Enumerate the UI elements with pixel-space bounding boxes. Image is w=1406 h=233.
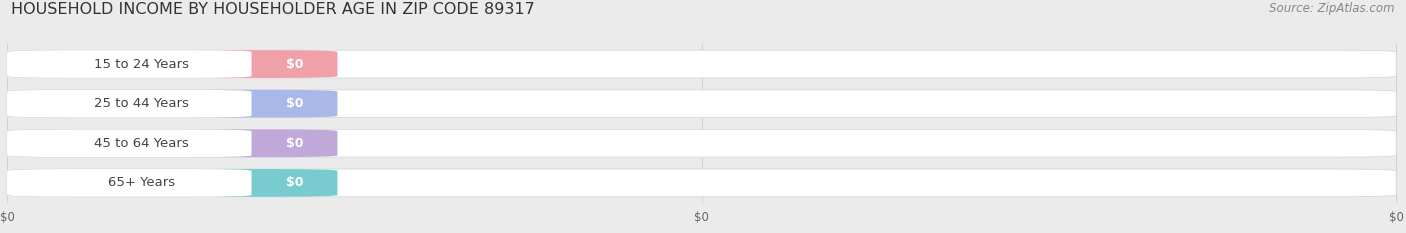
FancyBboxPatch shape (7, 169, 337, 197)
FancyBboxPatch shape (7, 90, 252, 117)
FancyBboxPatch shape (7, 129, 337, 157)
FancyBboxPatch shape (7, 90, 337, 117)
Text: $0: $0 (285, 137, 304, 150)
Text: $0: $0 (695, 211, 709, 224)
Text: 65+ Years: 65+ Years (108, 176, 176, 189)
Text: $0: $0 (0, 211, 14, 224)
Text: $0: $0 (285, 58, 304, 71)
FancyBboxPatch shape (7, 169, 252, 197)
FancyBboxPatch shape (7, 50, 337, 78)
Text: HOUSEHOLD INCOME BY HOUSEHOLDER AGE IN ZIP CODE 89317: HOUSEHOLD INCOME BY HOUSEHOLDER AGE IN Z… (11, 2, 536, 17)
Text: 15 to 24 Years: 15 to 24 Years (94, 58, 188, 71)
Text: 25 to 44 Years: 25 to 44 Years (94, 97, 188, 110)
FancyBboxPatch shape (7, 129, 252, 157)
FancyBboxPatch shape (7, 50, 1396, 78)
Text: $0: $0 (285, 97, 304, 110)
Text: $0: $0 (1389, 211, 1403, 224)
FancyBboxPatch shape (7, 169, 1396, 197)
Text: Source: ZipAtlas.com: Source: ZipAtlas.com (1270, 2, 1395, 15)
Text: $0: $0 (285, 176, 304, 189)
FancyBboxPatch shape (7, 129, 1396, 157)
FancyBboxPatch shape (7, 90, 1396, 117)
Text: 45 to 64 Years: 45 to 64 Years (94, 137, 188, 150)
FancyBboxPatch shape (7, 50, 252, 78)
